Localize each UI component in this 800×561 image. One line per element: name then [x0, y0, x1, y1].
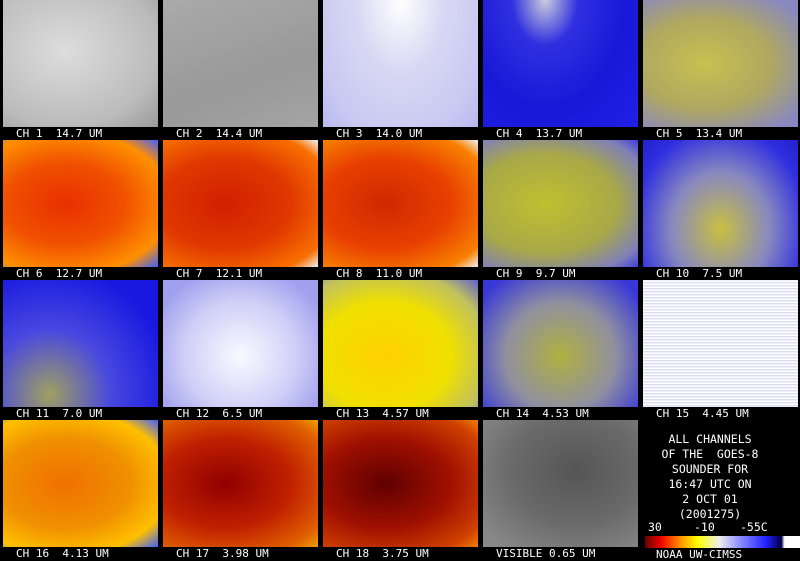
info-line: ALL CHANNELS	[668, 432, 752, 446]
info-line: 2 OCT 01	[682, 492, 738, 506]
channel-panel: CH 9 9.7 UM	[480, 140, 640, 280]
satellite-image	[323, 420, 478, 547]
info-line: SOUNDER FOR	[671, 462, 749, 476]
channel-label: CH 4 13.7 UM	[496, 127, 583, 140]
channel-label: CH 3 14.0 UM	[336, 127, 423, 140]
channel-panel: CH 2 14.4 UM	[160, 0, 320, 140]
channel-panel: CH 14 4.53 UM	[480, 280, 640, 420]
satellite-image	[163, 0, 318, 127]
channel-label: CH 2 14.4 UM	[176, 127, 263, 140]
satellite-image	[163, 280, 318, 407]
channel-panel: CH 8 11.0 UM	[320, 140, 480, 280]
channel-panel: CH 7 12.1 UM	[160, 140, 320, 280]
channel-label: CH 8 11.0 UM	[336, 267, 423, 280]
channel-panel: CH 11 7.0 UM	[0, 280, 160, 420]
channel-label: CH 18 3.75 UM	[336, 547, 429, 560]
channel-panel: CH 13 4.57 UM	[320, 280, 480, 420]
info-line: OF THE GOES-8	[661, 447, 759, 461]
satellite-image	[483, 0, 638, 127]
channel-label: CH 12 6.5 UM	[176, 407, 263, 420]
channel-panel: CH 18 3.75 UM	[320, 420, 480, 560]
satellite-image	[3, 0, 158, 127]
channel-panel: CH 1 14.7 UM	[0, 0, 160, 140]
channel-label: CH 15 4.45 UM	[656, 407, 749, 420]
credit: NOAA UW-CIMSS	[656, 548, 743, 561]
satellite-image	[483, 420, 638, 547]
channel-panel: CH 12 6.5 UM	[160, 280, 320, 420]
satellite-image	[3, 140, 158, 267]
satellite-image	[643, 140, 798, 267]
satellite-image	[163, 420, 318, 547]
channel-panel: CH 17 3.98 UM	[160, 420, 320, 560]
channel-label: CH 14 4.53 UM	[496, 407, 589, 420]
channel-panel: CH 5 13.4 UM	[640, 0, 800, 140]
satellite-image	[643, 0, 798, 127]
satellite-image	[3, 420, 158, 547]
satellite-image	[3, 280, 158, 407]
channel-label: CH 7 12.1 UM	[176, 267, 263, 280]
channel-panel: CH 16 4.13 UM	[0, 420, 160, 560]
scale-label: -55C	[740, 520, 768, 534]
satellite-image	[323, 0, 478, 127]
satellite-image	[483, 140, 638, 267]
channel-panel: VISIBLE 0.65 UM	[480, 420, 640, 560]
channel-label: CH 16 4.13 UM	[16, 547, 109, 560]
info-line: (2001275)	[678, 507, 742, 521]
satellite-image	[323, 140, 478, 267]
info-line: 16:47 UTC ON	[668, 477, 752, 491]
channel-label: CH 9 9.7 UM	[496, 267, 576, 280]
scale-label: -10	[694, 520, 715, 534]
satellite-image	[643, 280, 798, 407]
channel-label: CH 11 7.0 UM	[16, 407, 103, 420]
satellite-image	[163, 140, 318, 267]
channel-panel: CH 10 7.5 UM	[640, 140, 800, 280]
channel-label: VISIBLE 0.65 UM	[496, 547, 596, 560]
channel-panel: CH 6 12.7 UM	[0, 140, 160, 280]
scale-label: 30	[648, 520, 662, 534]
channel-label: CH 17 3.98 UM	[176, 547, 269, 560]
satellite-image	[483, 280, 638, 407]
channel-panel: CH 15 4.45 UM	[640, 280, 800, 420]
satellite-image	[323, 280, 478, 407]
channel-label: CH 10 7.5 UM	[656, 267, 743, 280]
channel-label: CH 5 13.4 UM	[656, 127, 743, 140]
color-scale-bar	[645, 536, 800, 548]
channel-panel: CH 4 13.7 UM	[480, 0, 640, 140]
channel-panel: CH 3 14.0 UM	[320, 0, 480, 140]
channel-label: CH 6 12.7 UM	[16, 267, 103, 280]
channel-label: CH 1 14.7 UM	[16, 127, 103, 140]
channel-label: CH 13 4.57 UM	[336, 407, 429, 420]
